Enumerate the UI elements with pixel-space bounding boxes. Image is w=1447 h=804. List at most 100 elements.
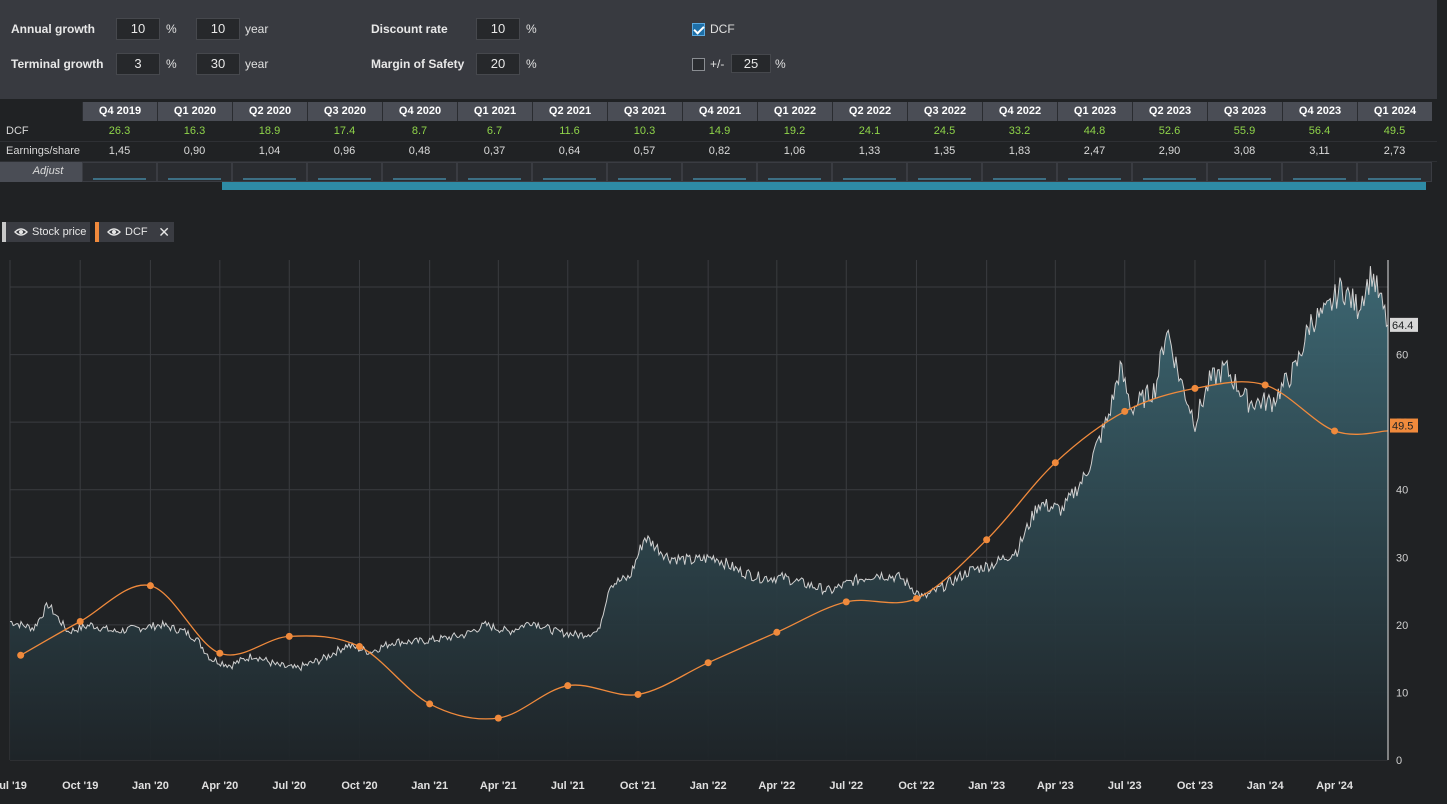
adjust-slider-track[interactable]: [1293, 178, 1346, 180]
table-header-cell: Q3 2021: [607, 102, 682, 121]
eps-cell: 3,08: [1233, 145, 1256, 157]
table-header-cell: Q1 2023: [1057, 102, 1132, 121]
eps-cell: 0,57: [633, 145, 656, 157]
adjust-slider-track[interactable]: [1218, 178, 1271, 180]
eps-cell: 3,11: [1309, 145, 1330, 157]
adjust-slider-track[interactable]: [918, 178, 971, 180]
terminal-growth-years-input[interactable]: 30: [196, 53, 240, 75]
annual-growth-percent-unit: %: [166, 22, 177, 36]
adjust-cell[interactable]: [832, 162, 907, 182]
range-checkbox[interactable]: [692, 58, 705, 71]
x-tick-label: Apr '21: [480, 780, 517, 792]
adjust-slider-track[interactable]: [1368, 178, 1421, 180]
terminal-growth-years-unit: year: [245, 57, 269, 71]
adjust-cell[interactable]: [1282, 162, 1357, 182]
adjust-slider-track[interactable]: [468, 178, 521, 180]
adjust-slider-track[interactable]: [318, 178, 371, 180]
eps-cell: 0,37: [483, 145, 506, 157]
annual-growth-years-unit: year: [245, 22, 269, 36]
annual-growth-years-input[interactable]: 10: [196, 18, 240, 40]
close-icon[interactable]: ✕: [158, 224, 170, 240]
eps-cell: 1,06: [783, 145, 806, 157]
dcf-checkbox[interactable]: [692, 23, 705, 36]
adjust-slider-track[interactable]: [618, 178, 671, 180]
dcf-cell: 26.3: [108, 125, 131, 137]
x-tick-label: Oct '21: [620, 780, 656, 792]
x-tick-label: Jan '20: [132, 780, 169, 792]
annual-growth-label: Annual growth: [11, 22, 95, 36]
table-header-cell: Q3 2022: [907, 102, 982, 121]
adjust-cell[interactable]: [982, 162, 1057, 182]
table-header-cell: Q3 2023: [1207, 102, 1282, 121]
adjust-slider-track[interactable]: [993, 178, 1046, 180]
adjust-slider-track[interactable]: [243, 178, 296, 180]
legend-dcf-button[interactable]: DCF ✕: [95, 222, 174, 242]
adjust-cell[interactable]: [682, 162, 757, 182]
adjust-slider-track[interactable]: [1068, 178, 1121, 180]
table-corner: [0, 102, 82, 121]
table-header-cell: Q1 2020: [157, 102, 232, 121]
adjust-cell[interactable]: [532, 162, 607, 182]
margin-of-safety-label: Margin of Safety: [371, 57, 465, 71]
terminal-growth-percent-input[interactable]: 3: [116, 53, 160, 75]
dcf-point: [355, 642, 363, 650]
adjust-cell[interactable]: [757, 162, 832, 182]
dcf-point: [1051, 459, 1059, 467]
adjust-slider-track[interactable]: [543, 178, 596, 180]
table-horizontal-scrollbar[interactable]: [222, 182, 1426, 190]
adjust-cell[interactable]: [82, 162, 157, 182]
dcf-point: [285, 632, 293, 640]
adjust-cell[interactable]: [607, 162, 682, 182]
x-tick-label: Jul '20: [272, 780, 306, 792]
adjust-cell[interactable]: [157, 162, 232, 182]
margin-of-safety-unit: %: [526, 57, 537, 71]
adjust-slider-track[interactable]: [768, 178, 821, 180]
eps-cell: 2,73: [1383, 145, 1406, 157]
dcf-point: [704, 659, 712, 667]
y-tick-label: 60: [1396, 350, 1408, 362]
adjust-slider-track[interactable]: [393, 178, 446, 180]
adjust-cell[interactable]: [1057, 162, 1132, 182]
dcf-point: [1331, 427, 1339, 435]
adjust-slider-track[interactable]: [1143, 178, 1196, 180]
range-percent-input[interactable]: 25: [731, 54, 771, 73]
eye-icon: [107, 228, 121, 236]
x-tick-label: Apr '20: [201, 780, 238, 792]
dcf-cell: 56.4: [1308, 125, 1331, 137]
dcf-checkbox-label: DCF: [710, 22, 735, 36]
adjust-cell[interactable]: [1357, 162, 1432, 182]
annual-growth-percent-input[interactable]: 10: [116, 18, 160, 40]
table-header-cell: Q2 2023: [1132, 102, 1207, 121]
table-header-cell: Q4 2019: [82, 102, 157, 121]
discount-rate-input[interactable]: 10: [476, 18, 520, 40]
adjust-cell[interactable]: [1132, 162, 1207, 182]
range-checkbox-label: +/-: [710, 57, 725, 71]
adjust-cell[interactable]: [1207, 162, 1282, 182]
y-axis-ticks: 0102030405060: [1396, 350, 1408, 767]
adjust-slider-track[interactable]: [93, 178, 146, 180]
adjust-cell[interactable]: [907, 162, 982, 182]
table-row-adjust: Adjust: [0, 162, 1437, 182]
x-tick-label: Jul '21: [551, 780, 585, 792]
adjust-cell[interactable]: [232, 162, 307, 182]
dcf-point: [216, 649, 224, 657]
eps-cell: 1,35: [933, 145, 956, 157]
adjust-slider-track[interactable]: [693, 178, 746, 180]
dcf-point: [1261, 381, 1269, 389]
dcf-cell: 44.8: [1083, 125, 1106, 137]
adjust-cell[interactable]: [382, 162, 457, 182]
adjust-slider-track[interactable]: [843, 178, 896, 180]
adjust-cell[interactable]: [307, 162, 382, 182]
adjust-slider-track[interactable]: [168, 178, 221, 180]
dcf-last-value: 49.5: [1392, 421, 1413, 433]
legend-stock-price-button[interactable]: Stock price: [2, 222, 90, 242]
dcf-cell: 6.7: [486, 125, 503, 137]
margin-of-safety-input[interactable]: 20: [476, 53, 520, 75]
dcf-point: [983, 536, 991, 544]
adjust-cell[interactable]: [457, 162, 532, 182]
range-percent-unit: %: [775, 57, 786, 71]
x-tick-label: Jan '21: [411, 780, 448, 792]
dcf-cell: 19.2: [783, 125, 806, 137]
dcf-point: [634, 690, 642, 698]
